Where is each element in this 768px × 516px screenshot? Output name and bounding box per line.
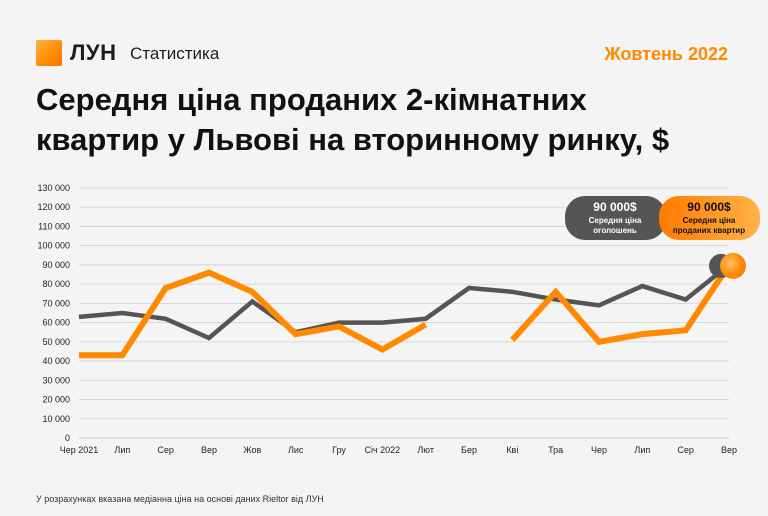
title-line-2: квартир у Львові на вторинному ринку, $ [36,122,670,157]
x-tick-label: Сер [677,445,694,455]
x-tick-label: Січ 2022 [364,445,400,455]
x-tick-label: Жов [243,445,261,455]
y-tick-label: 30 000 [42,375,70,385]
y-tick-label: 120 000 [37,202,70,212]
series-line-listed [78,263,731,341]
x-tick-label: Чер 2021 [60,445,99,455]
y-tick-label: 130 000 [37,183,70,193]
page-title: Середня ціна проданих 2-кімнатних кварти… [36,80,736,160]
lun-logo-icon [36,40,62,66]
brand-name: ЛУН [70,40,117,65]
y-tick-label: 50 000 [42,337,70,347]
y-tick-label: 40 000 [42,356,70,366]
y-tick-label: 100 000 [37,241,70,251]
callout-sold [659,196,760,240]
x-tick-label: Лют [417,445,434,455]
callout-listed [565,196,666,240]
product-name: Статистика [130,44,220,63]
callout-sold-label-2: проданих квартир [673,226,745,235]
callout-sold-value: 90 000$ [687,200,731,214]
callout-listed-label-2: оголошень [593,226,637,235]
callout-listed-label-1: Середня ціна [589,216,642,225]
x-tick-label: Тра [548,445,563,455]
y-tick-label: 90 000 [42,260,70,270]
x-tick-label: Вер [201,445,217,455]
footnote: У розрахунках вказана медіанна ціна на о… [36,494,324,504]
y-tick-label: 10 000 [42,414,70,424]
x-tick-label: Сер [157,445,174,455]
x-tick-label: Лис [288,445,304,455]
x-tick-label: Вер [721,445,737,455]
x-tick-label: Гру [332,445,346,455]
y-tick-label: 70 000 [42,298,70,308]
series-line-sold [510,263,732,346]
x-tick-label: Лип [634,445,650,455]
end-point-sold [720,252,746,279]
y-tick-label: 60 000 [42,318,70,328]
series-line-sold [79,269,428,359]
callout-listed-value: 90 000$ [593,200,637,214]
y-tick-label: 0 [65,433,70,443]
header: ЛУН Статистика Жовтень 2022 [36,40,728,70]
x-tick-label: Бер [461,445,477,455]
y-tick-label: 80 000 [42,279,70,289]
x-tick-label: Кві [506,445,518,455]
callout-sold-label-1: Середня ціна [683,216,736,225]
x-tick-label: Чер [591,445,607,455]
y-tick-label: 20 000 [42,395,70,405]
title-line-1: Середня ціна проданих 2-кімнатних [36,82,587,117]
report-date: Жовтень 2022 [604,44,728,64]
y-tick-label: 110 000 [38,221,70,231]
x-tick-label: Лип [114,445,130,455]
